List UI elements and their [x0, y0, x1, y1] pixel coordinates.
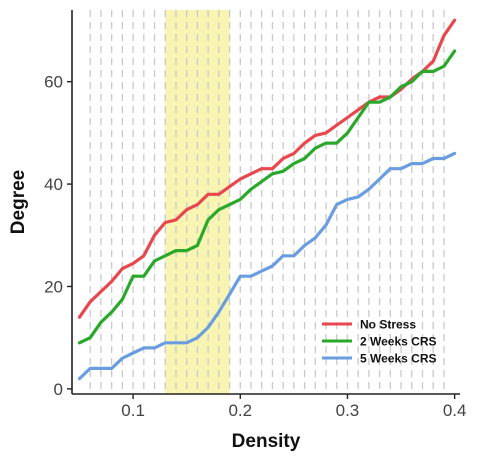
tick-labels: 0.1 0.2 0.3 0.4 0 20 40 60	[44, 73, 466, 420]
axes	[71, 10, 460, 395]
legend-label: 5 Weeks CRS	[360, 352, 436, 366]
legend-label: 2 Weeks CRS	[360, 335, 436, 349]
series-lines	[77, 18, 457, 381]
legend-label: No Stress	[360, 318, 416, 332]
series-line-5-weeks-crs	[77, 151, 457, 381]
y-tick-label: 0	[54, 380, 63, 399]
x-axis-title: Density	[232, 431, 301, 452]
dashed-gridlines	[89, 10, 445, 394]
legend: No Stress 2 Weeks CRS 5 Weeks CRS	[322, 318, 436, 366]
x-tick-label: 0.3	[336, 401, 360, 420]
y-tick-label: 20	[44, 277, 63, 296]
series-line-2-weeks-crs	[77, 49, 457, 345]
y-axis-title: Degree	[8, 170, 29, 234]
x-tick-label: 0.4	[443, 401, 467, 420]
x-tick-label: 0.1	[121, 401, 145, 420]
y-tick-label: 60	[44, 73, 63, 92]
y-tick-label: 40	[44, 175, 63, 194]
x-tick-label: 0.2	[228, 401, 252, 420]
